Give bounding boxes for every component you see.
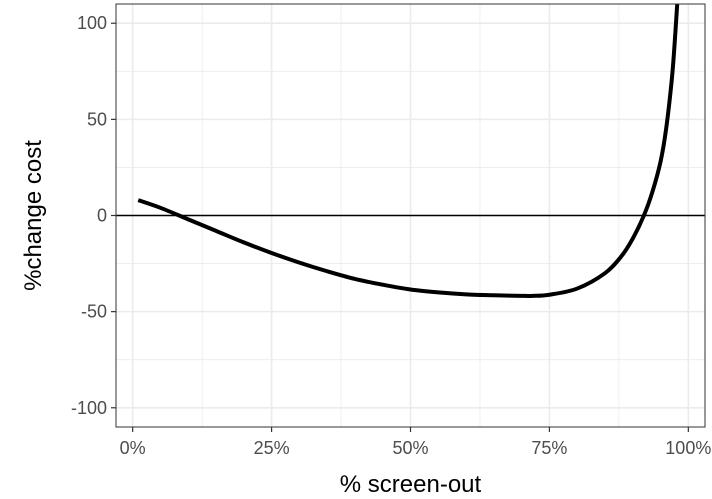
y-tick-label: 0: [97, 206, 107, 226]
y-tick-label: 100: [77, 13, 107, 33]
x-tick-label: 75%: [531, 438, 567, 458]
x-tick-label: 50%: [392, 438, 428, 458]
x-tick-label: 100%: [665, 438, 711, 458]
y-tick-label: -100: [71, 398, 107, 418]
y-tick-label: -50: [81, 302, 107, 322]
x-axis-title: % screen-out: [340, 471, 482, 498]
series-line-0: [137, 4, 680, 298]
series-layer: [137, 4, 680, 298]
y-axis-title: %change cost: [20, 140, 47, 291]
x-tick-label: 0%: [120, 438, 146, 458]
x-tick-labels: 0% 25% 50% 75% 100%: [120, 438, 712, 458]
axis-ticks: [111, 22, 689, 432]
y-tick-label: 50: [87, 109, 107, 129]
y-tick-labels: -100 -50 0 50 100: [71, 13, 107, 418]
x-tick-label: 25%: [254, 438, 290, 458]
